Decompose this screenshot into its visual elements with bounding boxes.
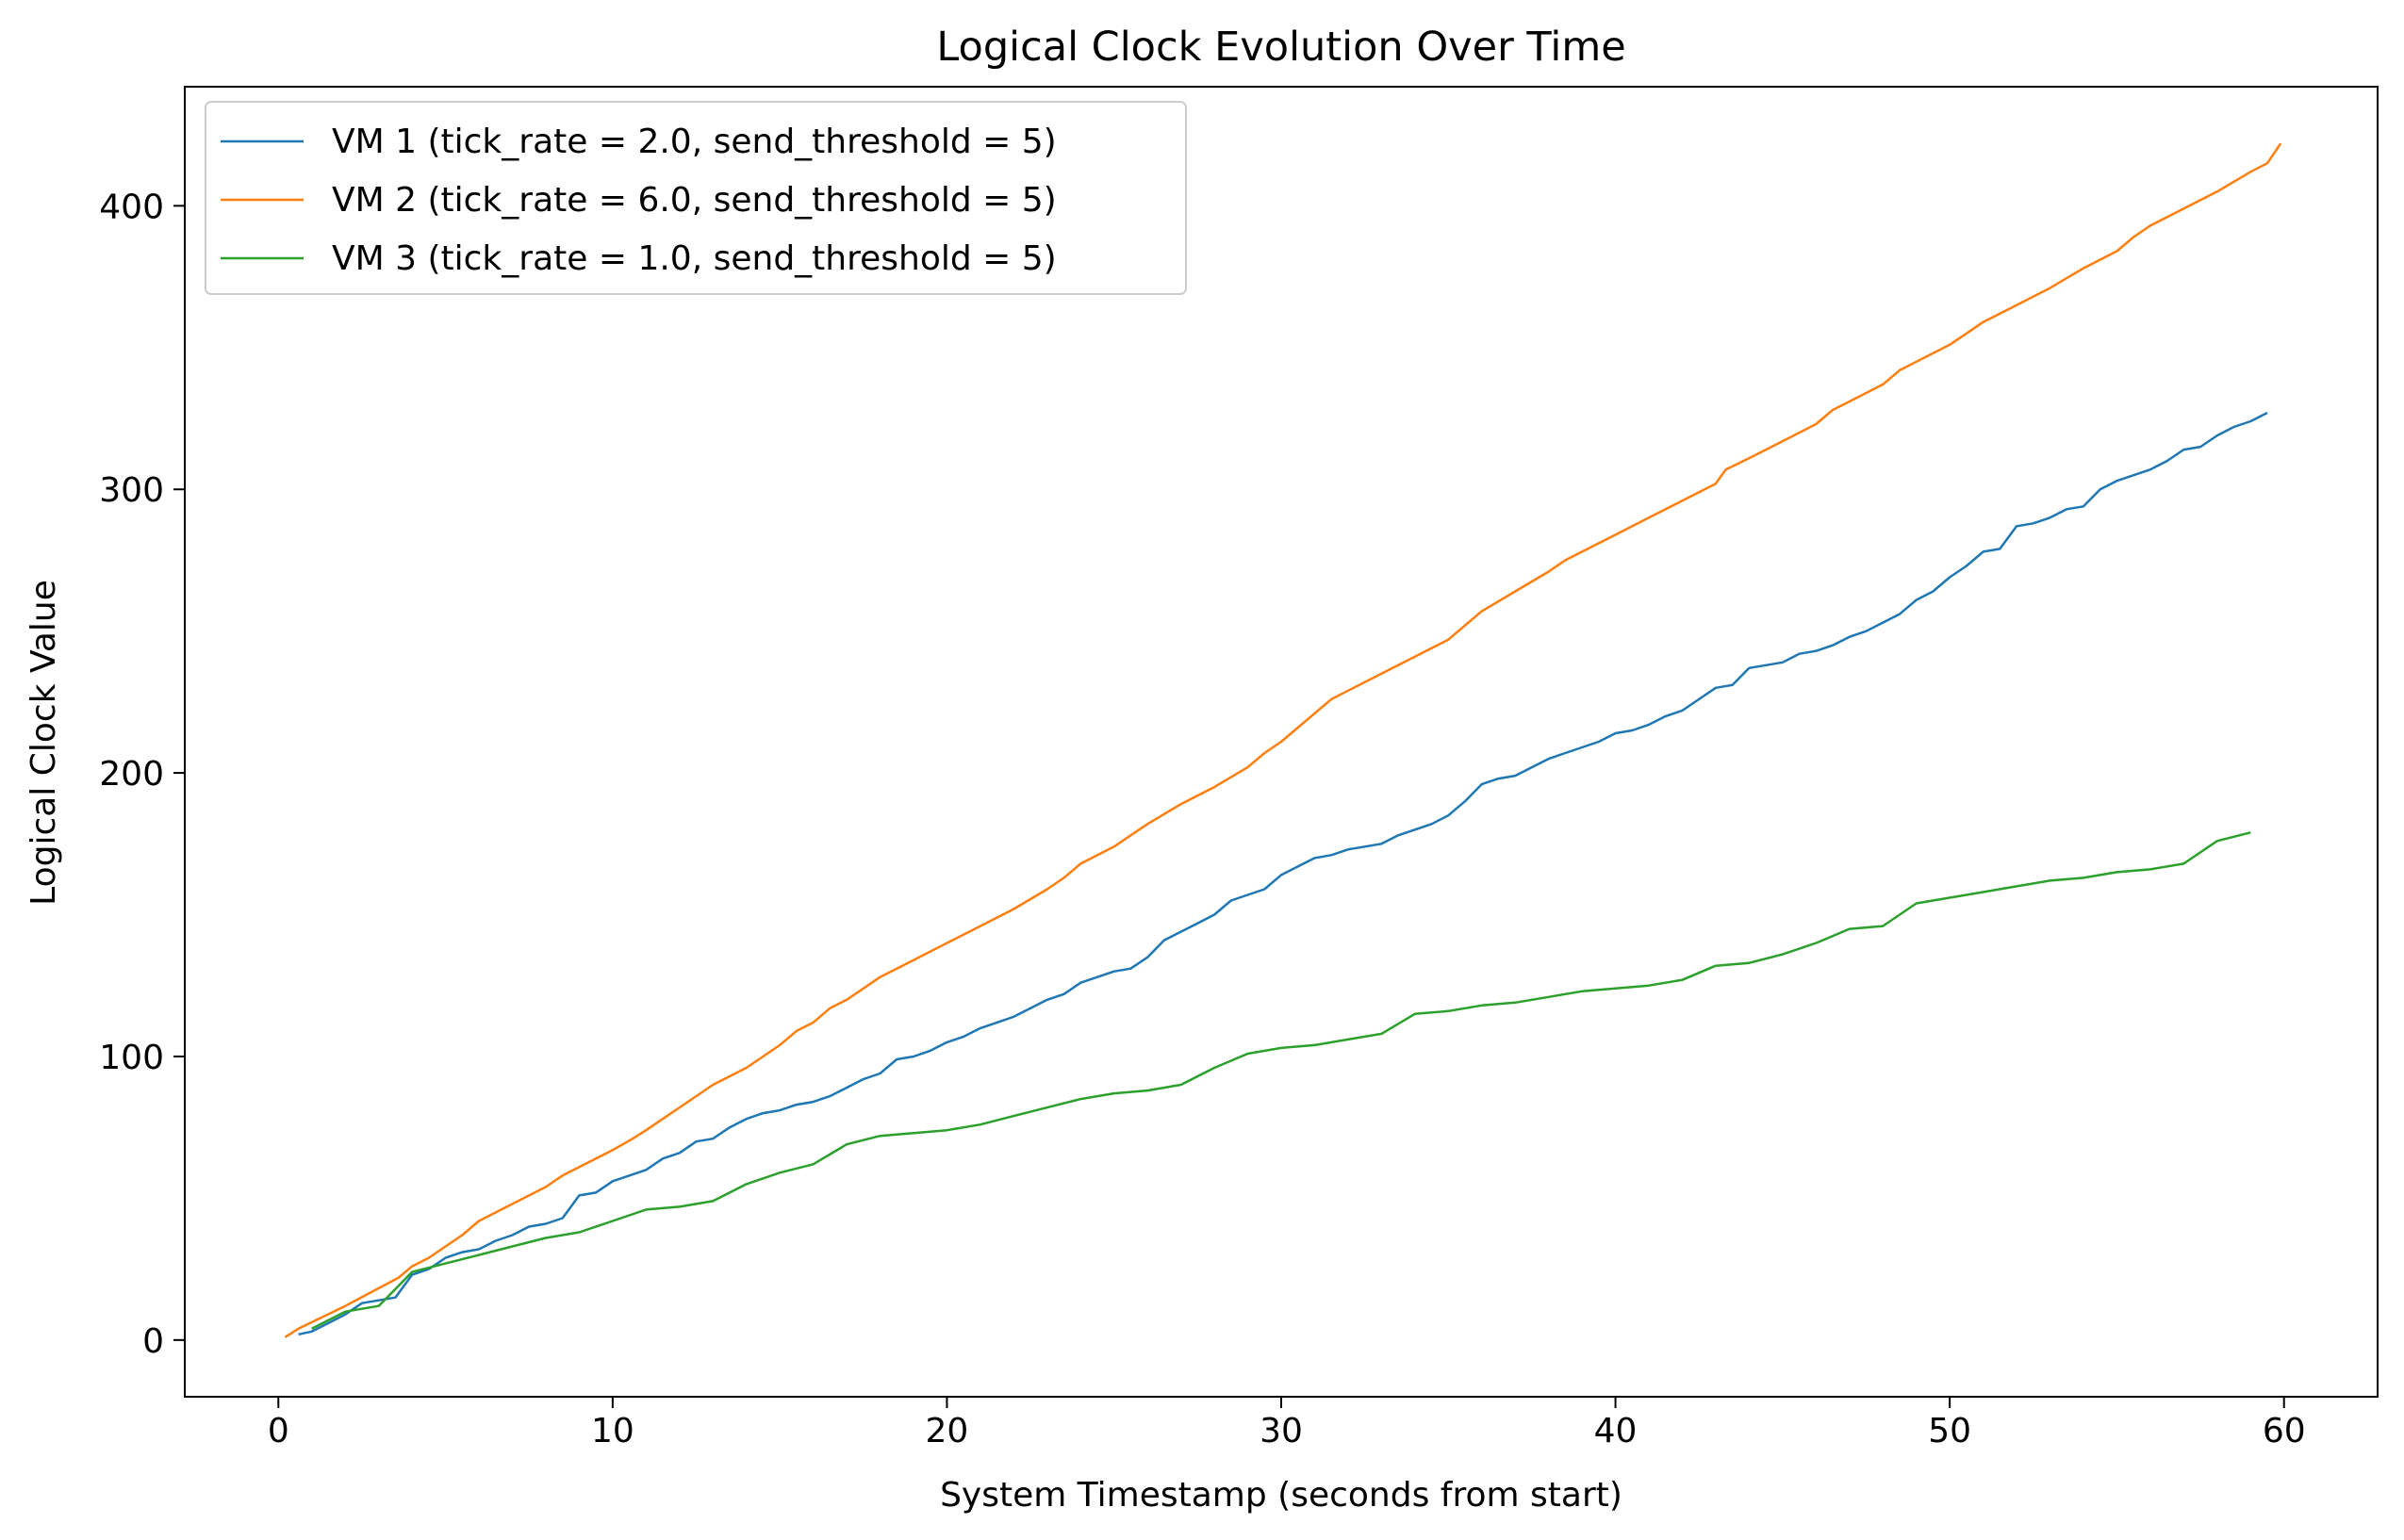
series-line-vm-1: [298, 411, 2268, 1336]
x-tick-label: 40: [1594, 1412, 1638, 1450]
y-tick-label: 100: [99, 1039, 164, 1077]
y-tick-label: 0: [142, 1322, 164, 1361]
x-axis-title: System Timestamp (seconds from start): [940, 1476, 1622, 1515]
x-tick-label: 0: [268, 1412, 289, 1450]
legend-label-vm-2: VM 2 (tick_rate = 6.0, send_threshold = …: [332, 181, 1057, 220]
y-tick-label: 400: [99, 188, 164, 226]
chart-title: Logical Clock Evolution Over Time: [936, 24, 1625, 71]
y-tick-label: 200: [99, 755, 164, 794]
y-axis: 0 100 200 300 400: [99, 188, 185, 1361]
x-tick-label: 30: [1260, 1412, 1303, 1450]
x-tick-label: 20: [926, 1412, 969, 1450]
plot-area: [284, 142, 2282, 1338]
legend: VM 1 (tick_rate = 2.0, send_threshold = …: [205, 101, 1187, 295]
x-tick-label: 50: [1928, 1412, 1971, 1450]
series-line-vm-3: [311, 831, 2251, 1330]
y-tick-label: 300: [99, 471, 164, 510]
legend-box: [205, 101, 1187, 295]
series-line-vm-2: [284, 142, 2282, 1338]
x-tick-label: 10: [591, 1412, 634, 1450]
x-tick-label: 60: [2263, 1412, 2306, 1450]
x-axis: 0 10 20 30 40 50 60: [268, 1397, 2306, 1450]
legend-label-vm-3: VM 3 (tick_rate = 1.0, send_threshold = …: [332, 239, 1057, 278]
y-axis-title: Logical Clock Value: [25, 580, 63, 906]
legend-label-vm-1: VM 1 (tick_rate = 2.0, send_threshold = …: [332, 123, 1057, 161]
